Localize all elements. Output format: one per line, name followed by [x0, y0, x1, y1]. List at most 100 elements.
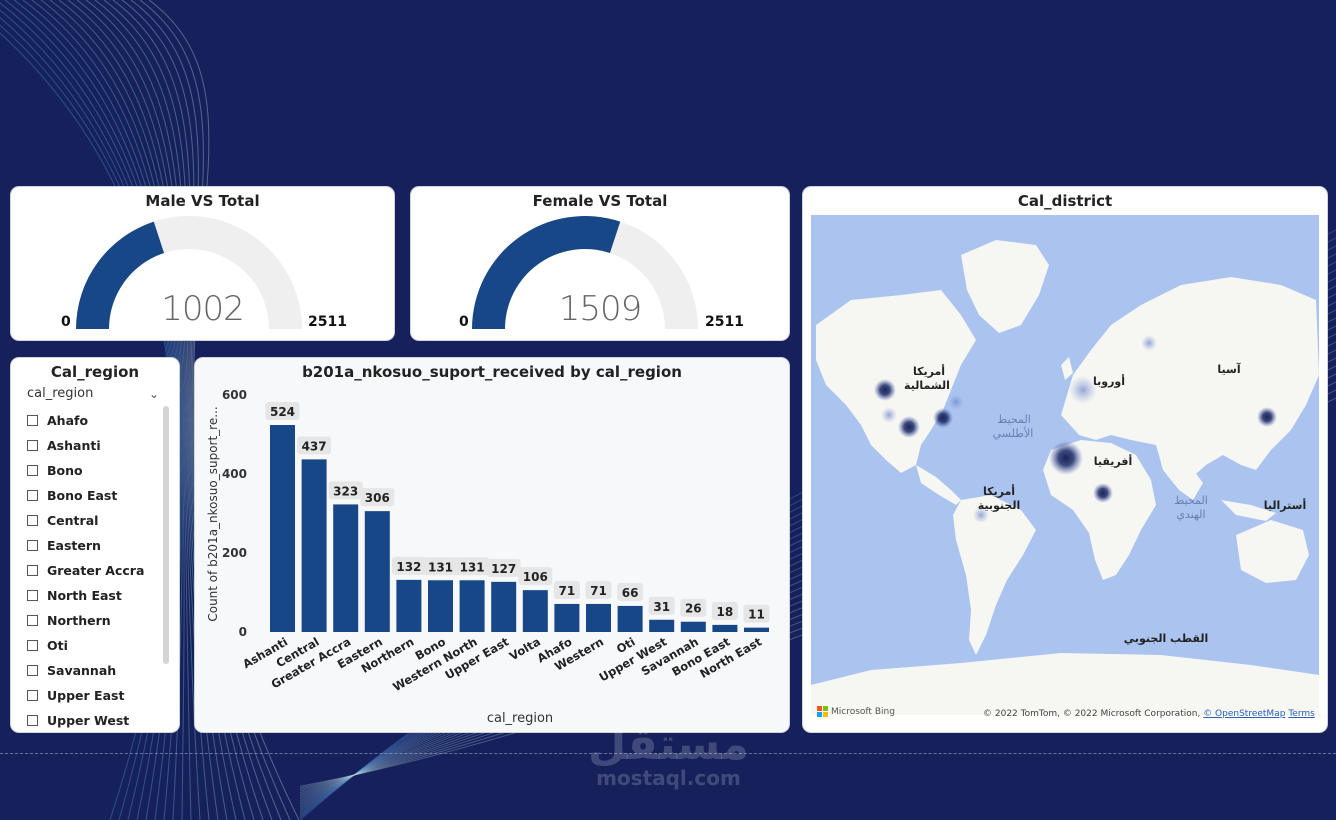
slicer-item[interactable]: Ahafo	[27, 408, 167, 433]
watermark-latin: mostaql.com	[596, 766, 741, 790]
checkbox[interactable]	[27, 515, 38, 526]
slicer-item[interactable]: Northern	[27, 608, 167, 633]
checkbox[interactable]	[27, 440, 38, 451]
slicer-item[interactable]: Upper West	[27, 708, 167, 732]
map-bubble	[1069, 376, 1097, 404]
landmass-south-america	[953, 495, 1036, 655]
bar[interactable]	[554, 603, 580, 632]
slicer-item-label: Upper East	[47, 688, 125, 703]
slicer-item[interactable]: North East	[27, 583, 167, 608]
checkbox[interactable]	[27, 465, 38, 476]
bar[interactable]	[680, 621, 706, 632]
bar[interactable]	[586, 603, 611, 632]
female-gauge-max: 2511	[705, 314, 744, 330]
slicer-item[interactable]: Bono	[27, 458, 167, 483]
slicer-item[interactable]: Upper East	[27, 683, 167, 708]
slicer-item[interactable]: Greater Accra	[27, 558, 167, 583]
chart-title: b201a_nkosuo_suport_received by cal_regi…	[302, 363, 682, 381]
checkbox[interactable]	[27, 415, 38, 426]
label-south-america-2: الجنوبية	[978, 499, 1021, 512]
terms-link[interactable]: Terms	[1288, 709, 1315, 719]
slicer-item-label: Upper West	[47, 713, 130, 728]
checkbox[interactable]	[27, 540, 38, 551]
slicer-item[interactable]: Central	[27, 508, 167, 533]
slicer-title: Cal_region	[50, 363, 140, 381]
male-gauge-value: 1002	[161, 289, 245, 329]
map-bubble	[1093, 483, 1113, 503]
checkbox[interactable]	[27, 640, 38, 651]
data-label: 71	[559, 584, 576, 598]
bing-logo: Microsoft Bing	[817, 706, 895, 717]
bar[interactable]	[617, 605, 643, 632]
bar[interactable]	[649, 619, 675, 632]
map-attribution: © 2022 TomTom, © 2022 Microsoft Corporat…	[983, 709, 1315, 719]
landmass-australia	[1236, 520, 1309, 583]
map-bubble	[933, 408, 953, 428]
map-bubble	[948, 394, 964, 410]
checkbox[interactable]	[27, 590, 38, 601]
chevron-down-icon[interactable]: ⌄	[149, 387, 160, 401]
slicer-item[interactable]: Ashanti	[27, 433, 167, 458]
bar[interactable]	[491, 581, 517, 632]
checkbox[interactable]	[27, 690, 38, 701]
slicer-item[interactable]: Bono East	[27, 483, 167, 508]
region-slicer-card[interactable]: Cal_region cal_region ⌄ Ahafo Ashanti Bono…	[11, 358, 179, 732]
landmass-indonesia	[1221, 500, 1276, 521]
label-atlantic-2: الأطلسي	[993, 426, 1034, 440]
slicer-item-label: North East	[47, 588, 122, 603]
male-gauge-title: Male VS Total	[145, 192, 260, 210]
bar-chart: 0200400600524Ashanti437Central323Greater…	[206, 388, 770, 726]
bar[interactable]	[333, 504, 359, 632]
bar[interactable]	[270, 425, 295, 632]
bar[interactable]	[522, 590, 548, 632]
label-africa: أفريقيا	[1094, 454, 1132, 468]
data-label: 131	[428, 560, 453, 574]
male-gauge-card[interactable]: Male VS Total 0 2511 1002	[11, 187, 394, 340]
bar[interactable]	[459, 580, 485, 632]
bar-chart-card[interactable]: b201a_nkosuo_suport_received by cal_regi…	[195, 358, 789, 732]
slicer-item-label: Bono	[47, 463, 83, 478]
data-label: 524	[270, 405, 295, 419]
data-label-bg	[328, 481, 363, 500]
checkbox[interactable]	[27, 715, 38, 726]
bar[interactable]	[396, 579, 422, 632]
bar[interactable]	[712, 624, 738, 632]
label-indian-2: الهندي	[1176, 508, 1205, 521]
watermark-arabic: مستقل	[588, 719, 749, 770]
data-label: 306	[365, 491, 390, 505]
bing-label: Microsoft Bing	[831, 706, 895, 717]
landmass-uk	[1061, 357, 1073, 380]
slicer-item[interactable]: Savannah	[27, 658, 167, 683]
data-label: 437	[302, 439, 327, 453]
slicer-item[interactable]: Eastern	[27, 533, 167, 558]
label-north-america-2: الشمالية	[904, 379, 950, 392]
data-label: 132	[396, 560, 421, 574]
checkbox[interactable]	[27, 490, 38, 501]
bar[interactable]	[364, 511, 390, 632]
data-label-bg	[648, 596, 675, 615]
slicer-scrollbar[interactable]	[163, 406, 169, 664]
map-bubble	[874, 379, 896, 401]
data-label: 18	[717, 605, 734, 619]
world-map[interactable]: أمريكا الشمالية أوروبا آسيا المحيط الأطل…	[811, 215, 1319, 715]
data-label: 323	[333, 484, 358, 498]
bar[interactable]	[428, 580, 453, 632]
data-label: 31	[653, 600, 670, 614]
bar[interactable]	[744, 627, 769, 632]
district-map-card[interactable]: Cal_district	[803, 187, 1327, 732]
label-antarctica: القطب الجنوبي	[1124, 632, 1208, 645]
female-gauge-card[interactable]: Female VS Total 0 2511 1509	[411, 187, 789, 340]
slicer-item[interactable]: Oti	[27, 633, 167, 658]
bar[interactable]	[301, 459, 327, 632]
slicer-header[interactable]: cal_region	[27, 386, 94, 401]
female-gauge-title: Female VS Total	[532, 192, 668, 210]
osm-link[interactable]: © OpenStreetMap	[1203, 709, 1286, 719]
checkbox[interactable]	[27, 565, 38, 576]
checkbox[interactable]	[27, 665, 38, 676]
checkbox[interactable]	[27, 615, 38, 626]
landmass-antarctica	[811, 653, 1319, 715]
y-tick-label: 600	[222, 388, 247, 402]
map-title: Cal_district	[1017, 192, 1113, 210]
map-bubble	[1257, 407, 1277, 427]
watermark: مستقل mostaql.com	[588, 719, 749, 790]
